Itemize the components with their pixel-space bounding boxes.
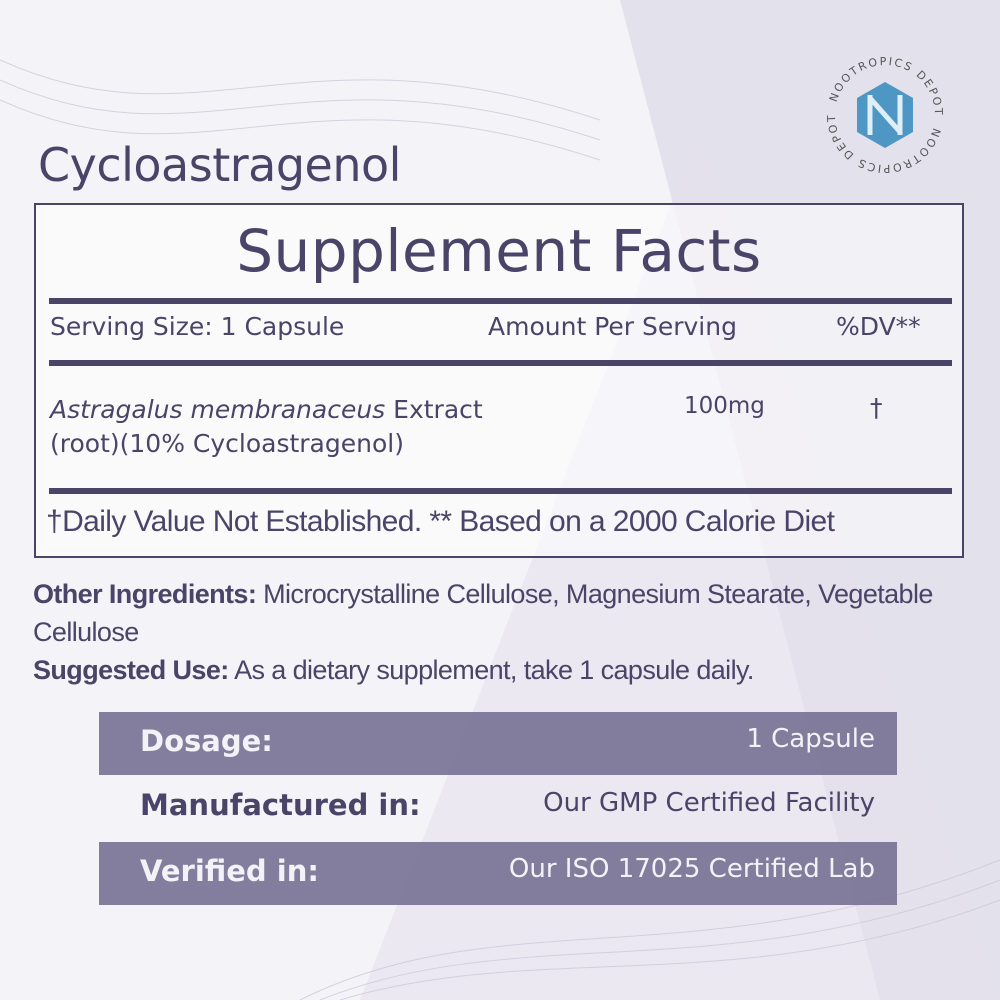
dv-header: %DV** (836, 312, 921, 341)
other-ingredients: Other Ingredients: Microcrystalline Cell… (33, 579, 933, 647)
divider (49, 488, 952, 494)
supplement-facts-heading: Supplement Facts (236, 217, 762, 285)
nootropics-depot-logo: NOOTROPICS DEPOT NOOTROPICS DEPOT (825, 55, 943, 175)
serving-size: Serving Size: 1 Capsule (50, 312, 345, 341)
ingredient-name: Astragalus membranaceus Extract (root)(10… (50, 395, 483, 458)
info-label: Manufactured in: (140, 788, 421, 822)
divider (49, 298, 952, 304)
info-row-dosage: Dosage: 1 Capsule (99, 712, 897, 775)
info-value: Our GMP Certified Facility (543, 788, 875, 818)
info-label: Verified in: (140, 854, 319, 888)
amount-per-serving-header: Amount Per Serving (488, 312, 737, 341)
product-name: Cycloastragenol (38, 138, 401, 192)
info-label: Dosage: (140, 724, 273, 758)
footnote: †Daily Value Not Established. ** Based o… (46, 505, 835, 538)
other-info: Other Ingredients: Microcrystalline Cell… (33, 575, 973, 689)
supplement-facts-panel: Supplement Facts Serving Size: 1 Capsule… (34, 203, 964, 558)
ingredient-dv: † (870, 393, 883, 422)
divider (49, 360, 952, 366)
info-row-verified: Verified in: Our ISO 17025 Certified Lab (99, 842, 897, 905)
info-value: Our ISO 17025 Certified Lab (508, 854, 875, 884)
info-value: 1 Capsule (746, 724, 875, 754)
ingredient-amount: 100mg (684, 393, 765, 419)
suggested-use: Suggested Use: As a dietary supplement, … (33, 655, 754, 685)
info-row-manufactured: Manufactured in: Our GMP Certified Facil… (99, 776, 897, 839)
